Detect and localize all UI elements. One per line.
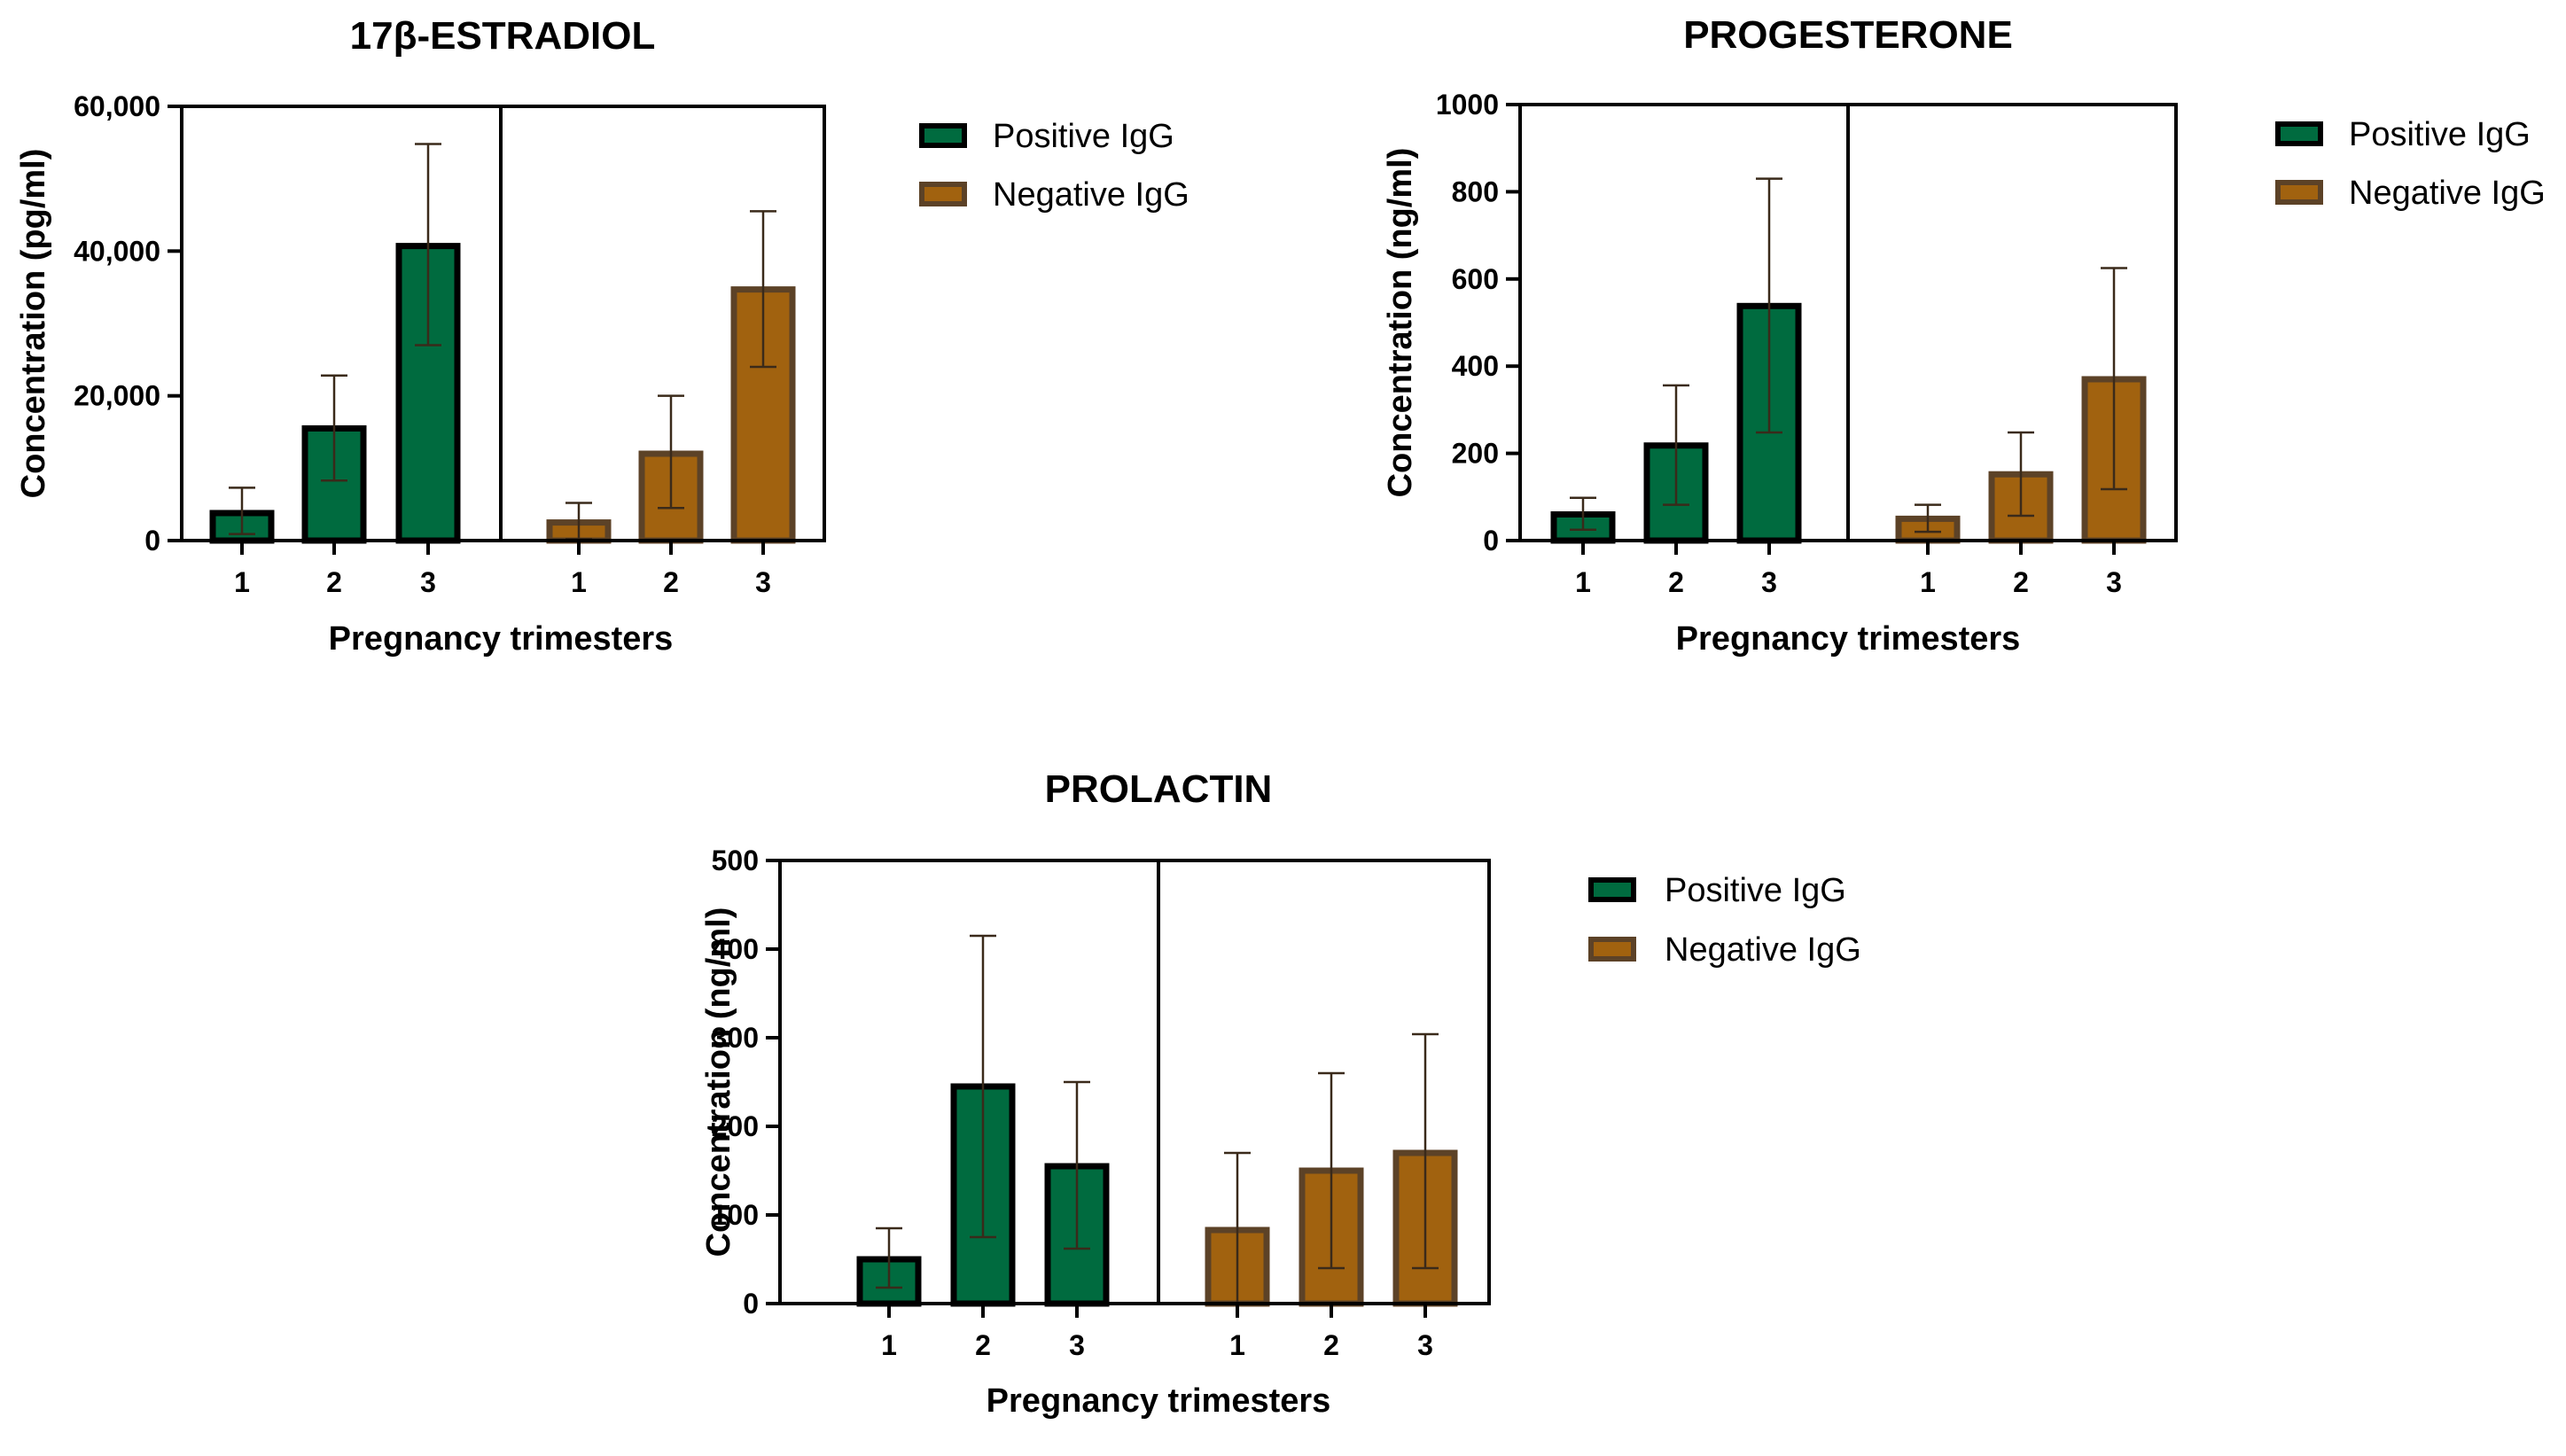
y-tick-label: 200 bbox=[1452, 438, 1499, 470]
x-tick-label: 1 bbox=[234, 566, 250, 598]
chart-prolactin: PROLACTIN 0 100 200 300 400 500 1 2 3 1 2 3 Pregnancy… bbox=[700, 767, 1861, 1420]
legend-swatch-negative-igg bbox=[919, 182, 967, 206]
y-tick-label: 400 bbox=[712, 933, 759, 965]
chart-estradiol: 17β-ESTRADIOL 0 20,000 40,000 60,000 1 2 3 1 2 3 Pr… bbox=[15, 14, 1189, 658]
legend-swatch-positive-igg bbox=[919, 123, 967, 148]
errorbar-positive-igg-1 bbox=[1570, 496, 1596, 531]
legend-label-negative-igg: Negative IgG bbox=[993, 176, 1189, 214]
legend: Positive IgG Negative IgG bbox=[1588, 872, 1861, 969]
x-tick-label: 2 bbox=[2013, 566, 2029, 598]
y-axis-label: Concentration (pg/ml) bbox=[15, 149, 52, 499]
legend-label-positive-igg: Positive IgG bbox=[1665, 872, 1846, 909]
legend-swatch-positive-igg bbox=[1588, 877, 1636, 902]
errorbar-positive-igg-2 bbox=[970, 934, 996, 1239]
legend-label-positive-igg: Positive IgG bbox=[2349, 116, 2531, 153]
errorbar-negative-igg-2 bbox=[658, 394, 684, 510]
y-tick-label: 1000 bbox=[1436, 89, 1499, 121]
x-tick-label: 1 bbox=[1229, 1329, 1245, 1361]
legend-label-negative-igg: Negative IgG bbox=[2349, 175, 2546, 212]
errorbar-negative-igg-2 bbox=[1318, 1071, 1345, 1270]
y-tick-label: 300 bbox=[712, 1022, 759, 1054]
legend: Positive IgG Negative IgG bbox=[2275, 116, 2546, 212]
errorbar-negative-igg-1 bbox=[1915, 503, 1941, 533]
legend-label-negative-igg: Negative IgG bbox=[1665, 931, 1861, 969]
legend-swatch-negative-igg bbox=[1588, 937, 1636, 962]
x-tick-label: 3 bbox=[1761, 566, 1777, 598]
errorbar-negative-igg-3 bbox=[1412, 1032, 1439, 1270]
x-tick-label: 1 bbox=[571, 566, 587, 598]
x-tick-label: 2 bbox=[663, 566, 679, 598]
y-tick-label: 20,000 bbox=[74, 380, 160, 412]
x-tick-label: 3 bbox=[420, 566, 436, 598]
chart-title: 17β-ESTRADIOL bbox=[350, 14, 656, 58]
x-tick-label: 3 bbox=[755, 566, 771, 598]
legend-swatch-positive-igg bbox=[2275, 121, 2323, 146]
chart-progesterone: PROGESTERONE 0 200 400 600 800 1000 1 2 3 1 2 3 Pregn… bbox=[1382, 13, 2546, 658]
x-tick-label: 2 bbox=[975, 1329, 991, 1361]
legend-label-positive-igg: Positive IgG bbox=[993, 118, 1174, 155]
errorbar-positive-igg-1 bbox=[229, 487, 255, 535]
chart-title: PROLACTIN bbox=[1045, 767, 1273, 811]
y-tick-label: 800 bbox=[1452, 175, 1499, 207]
plot-frame bbox=[180, 105, 826, 542]
x-tick-label: 2 bbox=[1323, 1329, 1339, 1361]
errorbar-positive-igg-3 bbox=[1064, 1080, 1090, 1250]
x-tick-label: 2 bbox=[326, 566, 342, 598]
x-tick-label: 1 bbox=[881, 1329, 897, 1361]
y-tick-label: 600 bbox=[1452, 263, 1499, 295]
y-axis-label: Concentration (ng/ml) bbox=[1382, 148, 1419, 498]
x-axis-label: Pregnancy trimesters bbox=[987, 1382, 1331, 1420]
x-tick-label: 3 bbox=[2106, 566, 2122, 598]
y-tick-label: 100 bbox=[712, 1199, 759, 1231]
y-tick-label: 0 bbox=[144, 525, 160, 557]
y-tick-label: 0 bbox=[743, 1288, 759, 1320]
y-tick-label: 0 bbox=[1483, 525, 1499, 557]
y-axis-label: Concentration (ng/ml) bbox=[700, 907, 737, 1257]
y-tick-label: 200 bbox=[712, 1110, 759, 1142]
chart-title: PROGESTERONE bbox=[1683, 13, 2013, 57]
y-tick-label: 500 bbox=[712, 845, 759, 876]
x-tick-label: 3 bbox=[1069, 1329, 1085, 1361]
y-tick-label: 40,000 bbox=[74, 235, 160, 267]
errorbar-positive-igg-3 bbox=[415, 143, 441, 346]
errorbar-positive-igg-2 bbox=[321, 374, 347, 482]
errorbar-positive-igg-2 bbox=[1663, 384, 1689, 506]
errorbar-positive-igg-1 bbox=[876, 1226, 902, 1289]
x-tick-label: 3 bbox=[1417, 1329, 1433, 1361]
plot-frame bbox=[778, 859, 1491, 1305]
legend-swatch-negative-igg bbox=[2275, 180, 2323, 205]
x-tick-label: 1 bbox=[1920, 566, 1936, 598]
x-tick-label: 1 bbox=[1575, 566, 1591, 598]
errorbar-negative-igg-3 bbox=[750, 210, 776, 369]
errorbar-negative-igg-3 bbox=[2101, 267, 2127, 491]
errorbar-negative-igg-2 bbox=[2008, 431, 2034, 518]
legend: Positive IgG Negative IgG bbox=[919, 118, 1189, 214]
y-tick-label: 60,000 bbox=[74, 90, 160, 122]
errorbar-positive-igg-3 bbox=[1756, 177, 1782, 434]
y-tick-label: 400 bbox=[1452, 350, 1499, 382]
x-tick-label: 2 bbox=[1668, 566, 1684, 598]
x-axis-label: Pregnancy trimesters bbox=[329, 620, 674, 658]
x-axis-label: Pregnancy trimesters bbox=[1676, 620, 2021, 658]
